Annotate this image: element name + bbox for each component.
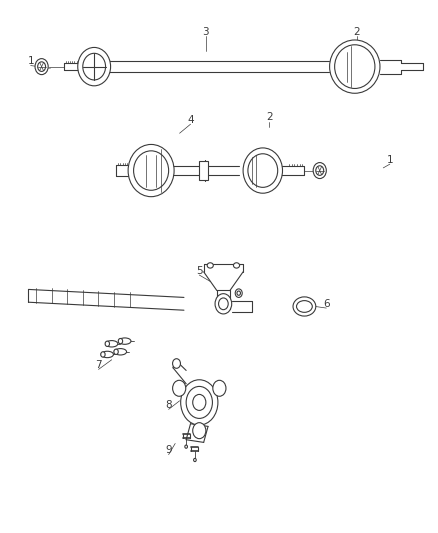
Ellipse shape xyxy=(335,45,375,88)
Ellipse shape xyxy=(128,144,174,197)
Ellipse shape xyxy=(173,359,180,368)
Ellipse shape xyxy=(193,423,206,439)
Text: 2: 2 xyxy=(266,112,273,122)
Ellipse shape xyxy=(118,338,123,344)
Text: 1: 1 xyxy=(386,155,393,165)
Text: 7: 7 xyxy=(95,360,102,370)
Ellipse shape xyxy=(235,289,242,297)
Ellipse shape xyxy=(207,263,213,268)
Ellipse shape xyxy=(106,341,118,347)
Ellipse shape xyxy=(185,445,187,448)
Ellipse shape xyxy=(134,151,169,190)
Ellipse shape xyxy=(219,298,228,310)
Bar xyxy=(199,161,208,180)
Ellipse shape xyxy=(313,163,326,179)
Ellipse shape xyxy=(101,352,105,357)
Ellipse shape xyxy=(83,53,106,80)
Ellipse shape xyxy=(186,386,212,418)
Text: 5: 5 xyxy=(196,266,203,276)
Ellipse shape xyxy=(180,379,218,425)
Ellipse shape xyxy=(329,40,380,93)
Ellipse shape xyxy=(316,166,324,175)
Text: 2: 2 xyxy=(353,27,360,37)
Text: 8: 8 xyxy=(165,400,172,410)
Ellipse shape xyxy=(243,148,283,193)
Ellipse shape xyxy=(101,351,113,358)
Ellipse shape xyxy=(293,297,316,316)
Ellipse shape xyxy=(35,59,48,75)
Ellipse shape xyxy=(114,349,118,354)
Ellipse shape xyxy=(105,341,110,346)
Ellipse shape xyxy=(297,301,312,312)
Text: 6: 6 xyxy=(323,299,330,309)
Ellipse shape xyxy=(193,394,206,410)
Ellipse shape xyxy=(237,291,240,295)
Text: 4: 4 xyxy=(187,115,194,125)
Ellipse shape xyxy=(194,458,196,462)
Ellipse shape xyxy=(114,349,127,355)
Ellipse shape xyxy=(119,338,131,344)
Ellipse shape xyxy=(215,294,232,314)
Ellipse shape xyxy=(78,47,110,86)
Ellipse shape xyxy=(38,62,46,71)
Ellipse shape xyxy=(248,154,278,187)
Ellipse shape xyxy=(233,263,240,268)
Text: 9: 9 xyxy=(165,446,172,455)
Ellipse shape xyxy=(173,381,186,397)
Text: 3: 3 xyxy=(202,27,209,37)
Text: 1: 1 xyxy=(27,56,34,66)
Ellipse shape xyxy=(213,381,226,397)
